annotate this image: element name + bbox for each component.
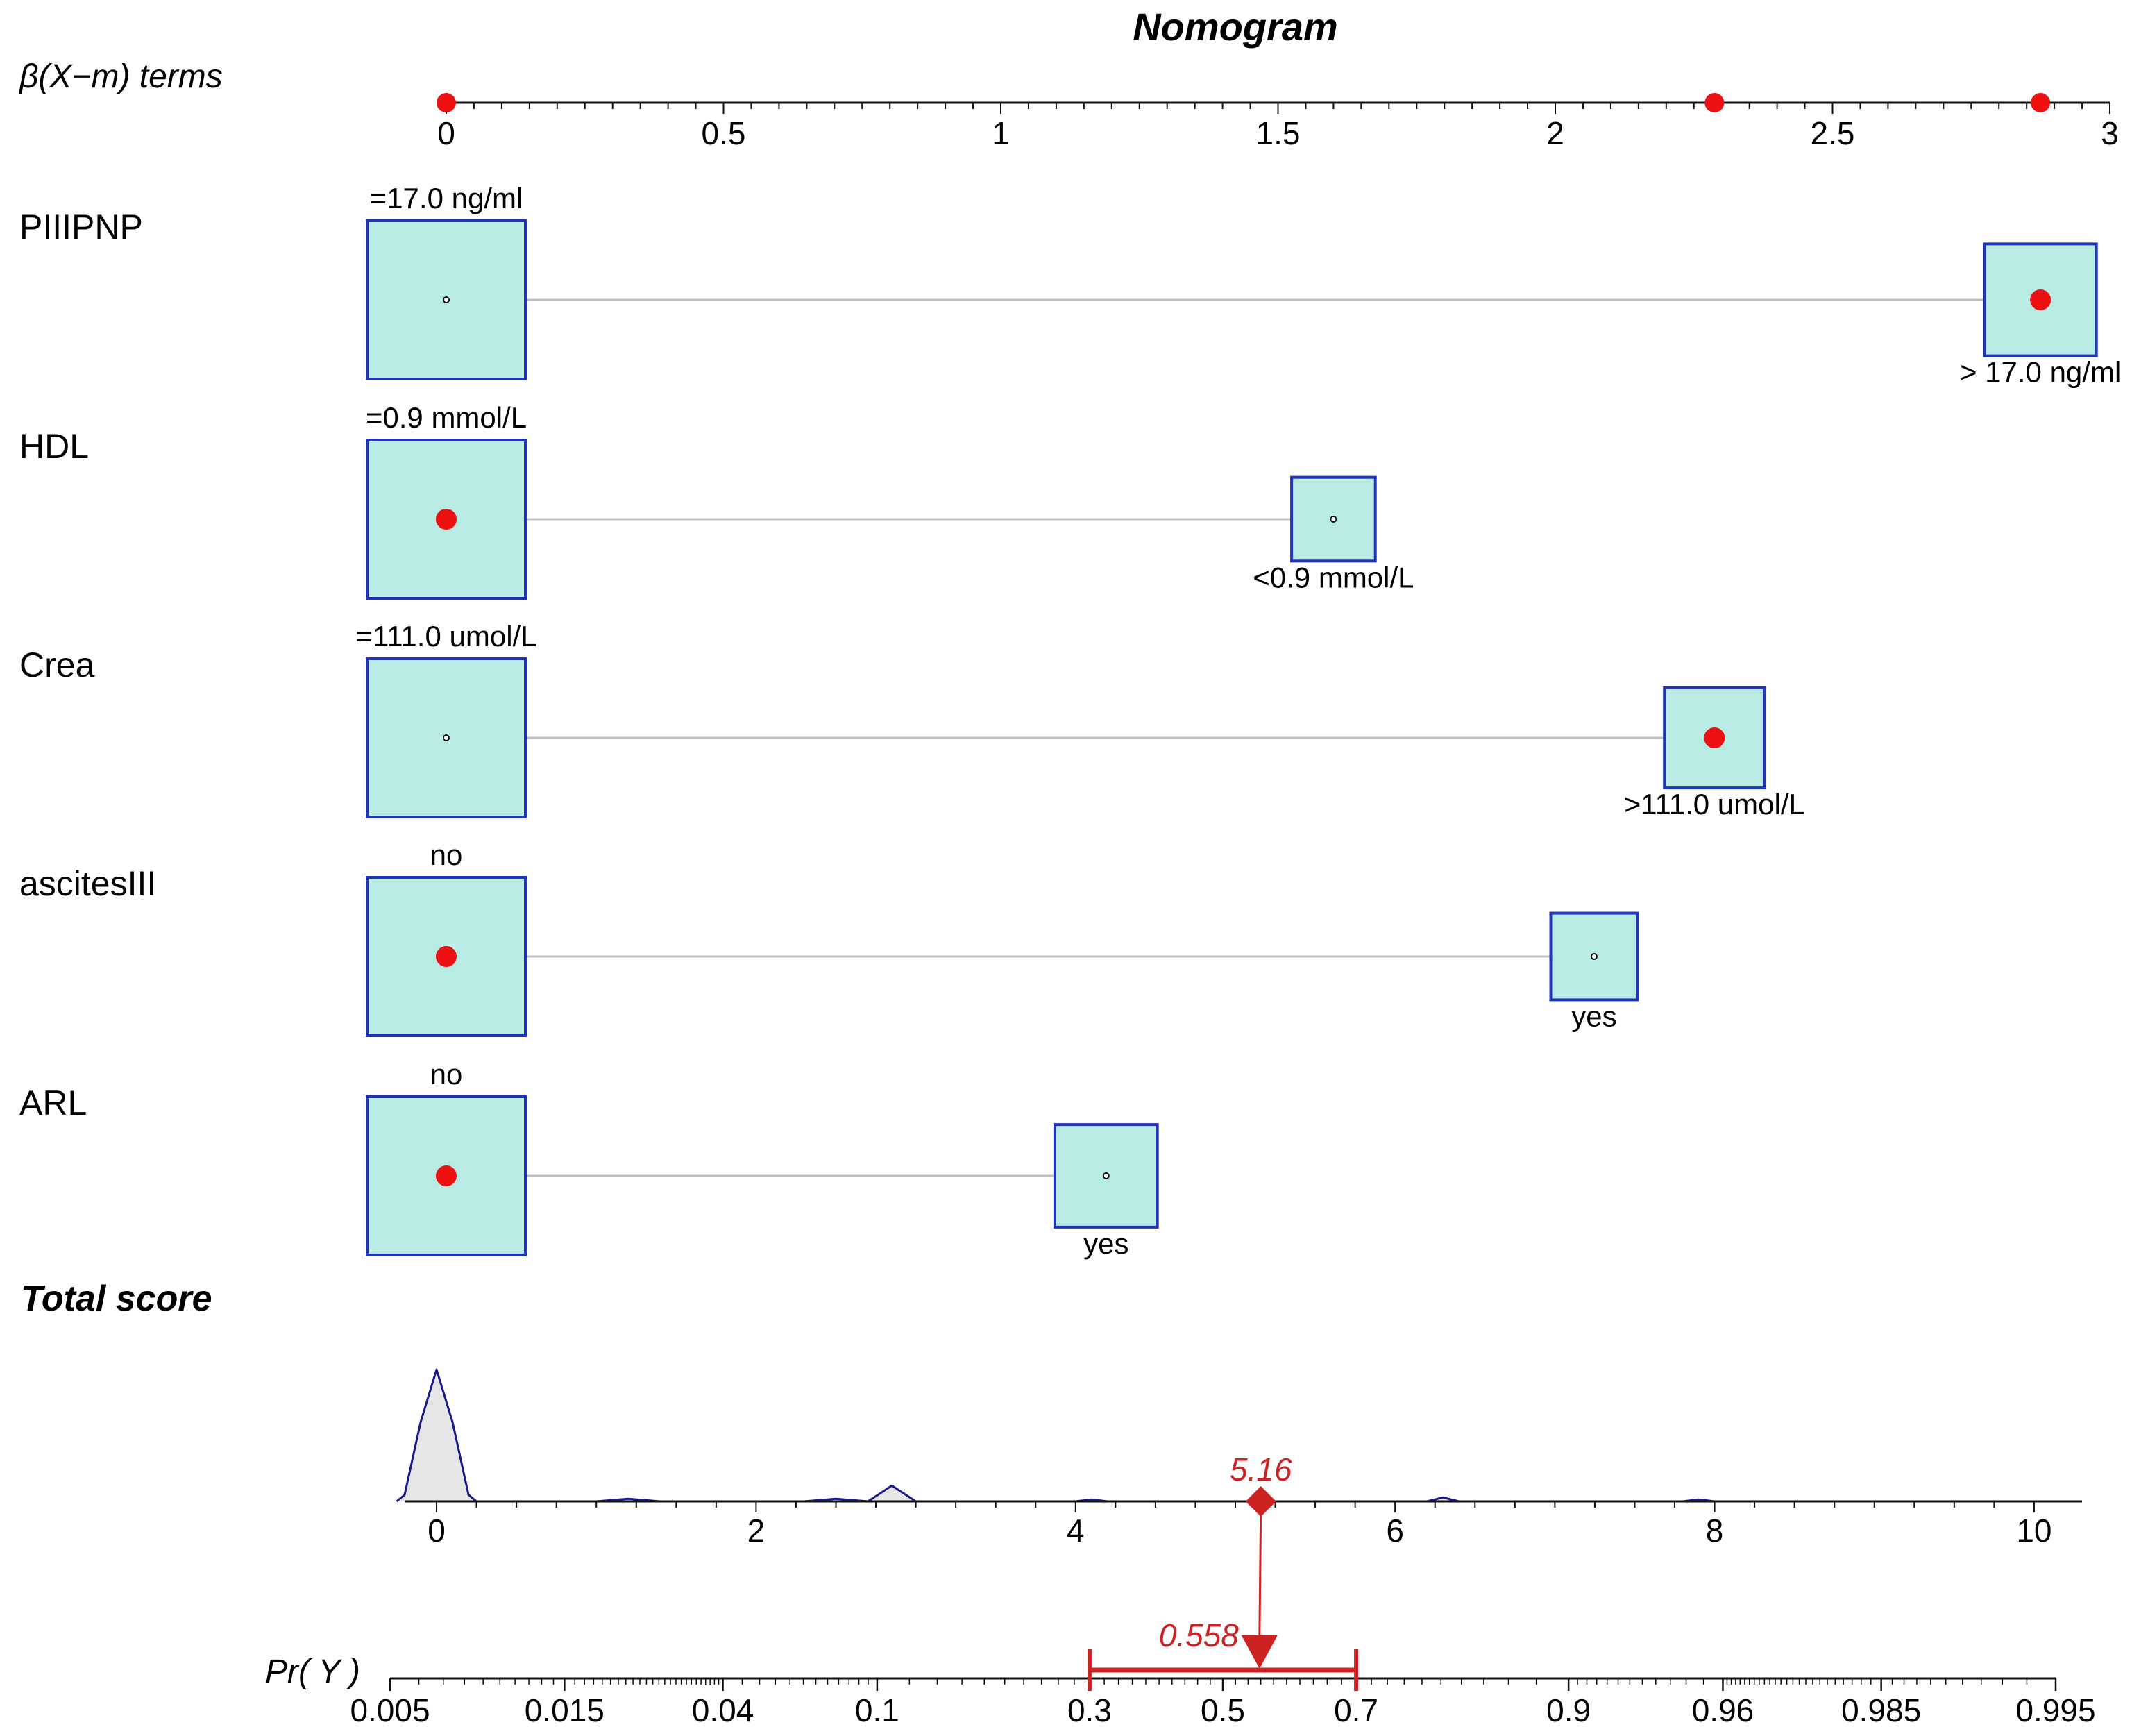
beta-tick-label: 1.5 [1256, 115, 1301, 151]
total-score-marker [1245, 1486, 1276, 1517]
probability-tick-label: 0.005 [350, 1692, 430, 1728]
total-tick-label: 8 [1706, 1512, 1724, 1549]
level-point [443, 734, 450, 741]
variable-name: ARL [19, 1084, 87, 1122]
level-label: =111.0 umol/L [355, 620, 536, 652]
level-selected-point [436, 946, 457, 967]
variable-row: PIIIPNP =17.0 ng/ml > 17.0 ng/ml [19, 182, 2121, 389]
level-label: > 17.0 ng/ml [1960, 356, 2121, 389]
total-tick-label: 0 [428, 1512, 446, 1549]
beta-tick-label: 1 [992, 115, 1010, 151]
probability-tick-label: 0.9 [1546, 1692, 1591, 1728]
variable-row: Crea =111.0 umol/L >111.0 umol/L [19, 620, 1805, 820]
probability-tick-label: 0.985 [1841, 1692, 1921, 1728]
level-label: =17.0 ng/ml [370, 182, 523, 214]
variables: PIIIPNP =17.0 ng/ml > 17.0 ng/ml HDL =0.9 mm… [19, 182, 2121, 1260]
beta-selected-point [437, 93, 456, 112]
level-point [1590, 953, 1598, 960]
level-box [366, 439, 527, 600]
level-label: <0.9 mmol/L [1253, 561, 1414, 593]
probability-axis: Pr( Y )0.005 0.015 0.04 0.1 0.3 0.5 0.7 0.9 0.96… [265, 1486, 2096, 1728]
level-label: >111.0 umol/L [1624, 788, 1805, 820]
total-score-label: Total score [21, 1279, 212, 1319]
beta-tick-label: 0 [437, 115, 455, 151]
variable-name: HDL [19, 427, 89, 466]
probability-tick-label: 0.04 [692, 1692, 754, 1728]
variable-row: ascitesIII no yes [19, 838, 1639, 1037]
level-selected-point [2030, 289, 2051, 310]
level-label: =0.9 mmol/L [366, 401, 527, 434]
chart-title: Nomogram [1133, 5, 1338, 49]
probability-tick-label: 0.7 [1334, 1692, 1378, 1728]
probability-tick-label: 0.015 [525, 1692, 604, 1728]
probability-tick-label: 0.96 [1692, 1692, 1754, 1728]
total-tick-label: 6 [1386, 1512, 1404, 1549]
beta-axis: 0 0.5 1 1.5 2 2.5 3 [437, 93, 2119, 151]
beta-selected-point [1704, 93, 1725, 112]
level-label: yes [1083, 1227, 1128, 1260]
probability-axis-label: Pr( Y ) [265, 1653, 360, 1690]
beta-tick-label: 2 [1546, 115, 1564, 151]
probability-tick-label: 0.5 [1201, 1692, 1245, 1728]
probability-value-label: 0.558 [1159, 1617, 1240, 1653]
level-selected-point [436, 1165, 457, 1186]
probability-tick-label: 0.1 [855, 1692, 899, 1728]
total-score-axis: 0 2 4 6 8 10 5.16 [396, 1368, 2082, 1549]
beta-tick-label: 0.5 [702, 115, 746, 151]
total-score-value-label: 5.16 [1230, 1451, 1292, 1488]
level-point [1330, 516, 1337, 523]
level-selected-point [1704, 727, 1725, 748]
level-label: no [430, 838, 463, 871]
total-tick-label: 4 [1067, 1512, 1085, 1549]
score-to-probability-line [1258, 1501, 1262, 1637]
variable-name: Crea [19, 646, 95, 684]
probability-marker [1241, 1635, 1278, 1669]
variable-name: ascitesIII [19, 864, 156, 903]
variable-row: ARL no yes [19, 1058, 1159, 1260]
level-point [443, 296, 450, 303]
total-tick-label: 10 [2016, 1512, 2051, 1549]
beta-tick-label: 2.5 [1811, 115, 1855, 151]
total-tick-label: 2 [747, 1512, 765, 1549]
probability-tick-label: 0.995 [2015, 1692, 2095, 1728]
level-label: yes [1571, 1000, 1616, 1032]
beta-tick-label: 3 [2101, 115, 2119, 151]
variable-row: HDL =0.9 mmol/L <0.9 mmol/L [19, 401, 1414, 600]
level-label: no [430, 1058, 463, 1090]
level-selected-point [436, 509, 457, 530]
probability-tick-label: 0.3 [1067, 1692, 1112, 1728]
beta-selected-point [2031, 93, 2051, 112]
beta-axis-label: β(X−m) terms [18, 58, 223, 95]
variable-name: PIIIPNP [19, 208, 143, 246]
level-point [1102, 1172, 1110, 1179]
